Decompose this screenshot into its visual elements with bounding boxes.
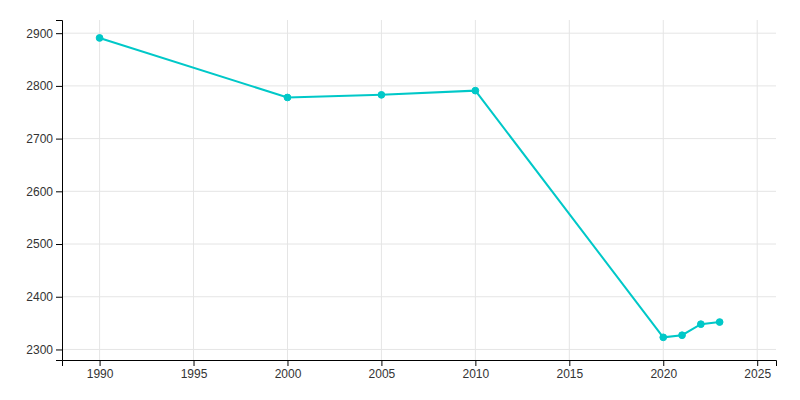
- chart-container: 1990 1995 2000 2005 2010 2015 2020 2025 2300 2400…: [0, 0, 800, 400]
- grid-line: [569, 20, 570, 360]
- tick-label: 2700: [26, 132, 53, 146]
- tick: 2900: [26, 27, 62, 41]
- grid-line: [62, 85, 776, 86]
- point: [472, 87, 479, 94]
- grid: [62, 20, 776, 360]
- tick-mark: [381, 360, 382, 366]
- tick: 2015: [556, 360, 583, 381]
- grid-line: [62, 349, 776, 350]
- plot-area: [96, 35, 723, 341]
- axis-line: [63, 361, 777, 367]
- tick-label: 1995: [181, 367, 208, 381]
- tick-mark: [56, 139, 62, 140]
- point: [96, 35, 103, 42]
- tick-label: 2020: [650, 367, 677, 381]
- point: [716, 319, 723, 326]
- point: [284, 94, 291, 101]
- grid-line: [62, 296, 776, 297]
- tick: 1995: [181, 360, 208, 381]
- tick: 2005: [369, 360, 396, 381]
- tick-mark: [194, 360, 195, 366]
- grid-line: [62, 33, 776, 34]
- tick-mark: [663, 360, 664, 366]
- grid-line: [62, 244, 776, 245]
- tick: 2020: [650, 360, 677, 381]
- grid-line: [757, 20, 758, 360]
- grid-line: [381, 20, 382, 360]
- tick-label: 2000: [275, 367, 302, 381]
- tick-mark: [100, 360, 101, 366]
- tick-mark: [569, 360, 570, 366]
- grid-line: [663, 20, 664, 360]
- tick-label: 2015: [556, 367, 583, 381]
- grid-line: [475, 20, 476, 360]
- tick-label: 2500: [26, 237, 53, 251]
- grid-line: [62, 191, 776, 192]
- tick: 2025: [744, 360, 771, 381]
- tick-mark: [757, 360, 758, 366]
- grid-line: [62, 138, 776, 139]
- tick-label: 2010: [463, 367, 490, 381]
- tick-label: 2400: [26, 290, 53, 304]
- tick-mark: [56, 297, 62, 298]
- tick-label: 2025: [744, 367, 771, 381]
- grid-line: [287, 20, 288, 360]
- tick: 2500: [26, 237, 62, 251]
- tick-mark: [287, 360, 288, 366]
- tick-mark: [56, 86, 62, 87]
- grid-line: [193, 20, 194, 360]
- tick-label: 2900: [26, 27, 53, 41]
- tick: 2700: [26, 132, 62, 146]
- tick-mark: [56, 33, 62, 34]
- tick: 2800: [26, 79, 62, 93]
- tick: 2000: [275, 360, 302, 381]
- tick: 2010: [463, 360, 490, 381]
- y-axis: 2300 2400 2500 2600 2700 2800 2900: [26, 21, 62, 361]
- axis-line: [56, 21, 63, 361]
- tick-label: 2600: [26, 185, 53, 199]
- x-axis: 1990 1995 2000 2005 2010 2015 2020 2025: [63, 360, 777, 381]
- tick: 2400: [26, 290, 62, 304]
- tick: 2600: [26, 185, 62, 199]
- tick: 2300: [26, 343, 62, 357]
- point: [697, 321, 704, 328]
- line: [100, 38, 720, 337]
- tick-mark: [56, 191, 62, 192]
- tick-mark: [56, 244, 62, 245]
- tick-label: 2800: [26, 79, 53, 93]
- tick-label: 2005: [369, 367, 396, 381]
- tick-label: 1990: [87, 367, 114, 381]
- tick-mark: [475, 360, 476, 366]
- tick-label: 2300: [26, 343, 53, 357]
- point: [660, 334, 667, 341]
- grid-line: [99, 20, 100, 360]
- tick-mark: [56, 349, 62, 350]
- point: [679, 332, 686, 339]
- point: [378, 91, 385, 98]
- chart-svg: 1990 1995 2000 2005 2010 2015 2020 2025 2300 2400…: [0, 0, 800, 400]
- tick: 1990: [87, 360, 114, 381]
